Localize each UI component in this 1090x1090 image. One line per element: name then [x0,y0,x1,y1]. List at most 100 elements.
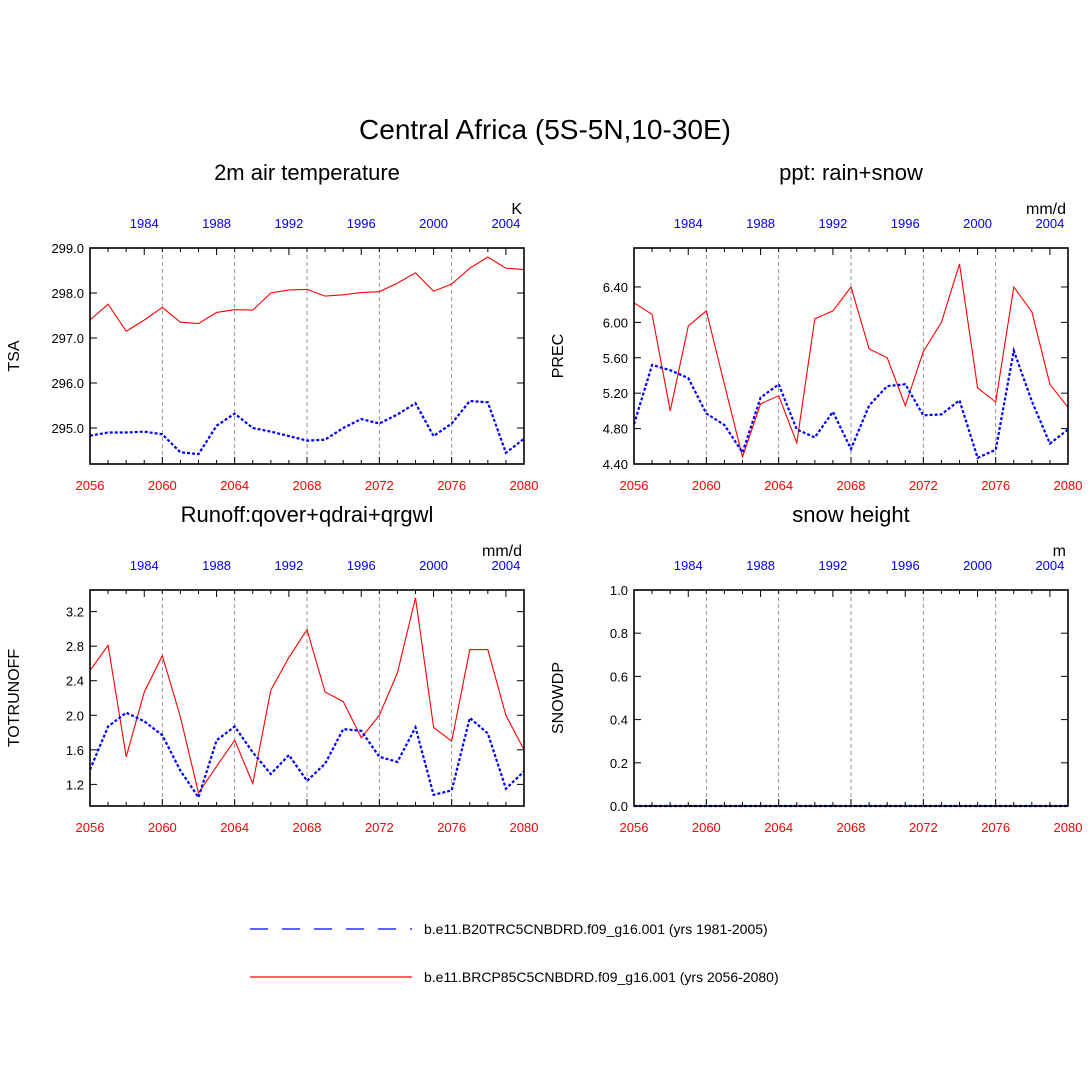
x-tick-label-top: 2004 [1035,558,1064,573]
x-tick-label-bottom: 2072 [909,478,938,493]
y-tick-label: 2.0 [66,708,84,723]
y-tick-label: 5.60 [603,351,628,366]
x-tick-label-bottom: 2076 [981,478,1010,493]
x-tick-label-bottom: 2060 [692,478,721,493]
x-tick-label-bottom: 2076 [437,478,466,493]
x-tick-label-bottom: 2056 [620,478,649,493]
y-tick-label: 3.2 [66,605,84,620]
x-tick-label-bottom: 2064 [764,478,793,493]
y-tick-label: 1.6 [66,743,84,758]
y-tick-label: 1.2 [66,777,84,792]
x-tick-label-bottom: 2056 [620,820,649,835]
y-tick-label: 1.0 [610,583,628,598]
x-tick-label-bottom: 2080 [1054,820,1083,835]
plot-frame [89,247,525,465]
x-tick-label-bottom: 2080 [1054,478,1083,493]
x-tick-label-bottom: 2068 [293,478,322,493]
x-tick-label-bottom: 2076 [437,820,466,835]
y-tick-label: 299.0 [51,241,84,256]
x-tick-label-top: 1996 [891,216,920,231]
x-tick-label-bottom: 2080 [510,820,539,835]
x-tick-label-top: 1996 [347,558,376,573]
x-tick-label-bottom: 2076 [981,820,1010,835]
y-tick-label: 0.2 [610,756,628,771]
x-tick-label-bottom: 2060 [692,820,721,835]
y-axis-label: TSA [6,340,23,371]
y-tick-label: 4.80 [603,422,628,437]
series-line-future [89,256,525,333]
y-tick-label: 5.20 [603,386,628,401]
panel-title: 2m air temperature [214,160,400,185]
x-tick-label-top: 2004 [491,216,520,231]
x-tick-label-bottom: 2068 [837,820,866,835]
units-label: mm/d [1026,201,1066,218]
plot-frame [633,247,1069,465]
x-tick-label-top: 1984 [674,216,703,231]
x-tick-label-bottom: 2080 [510,478,539,493]
y-tick-label: 298.0 [51,286,84,301]
x-tick-label-top: 2000 [963,216,992,231]
legend-historical-label: b.e11.B20TRC5CNBDRD.f09_g16.001 (yrs 198… [424,921,768,937]
x-tick-label-bottom: 2064 [220,478,249,493]
units-label: K [511,201,522,218]
x-tick-label-top: 2004 [1035,216,1064,231]
series-line-future [89,597,525,795]
y-axis-label: PREC [550,334,567,378]
x-tick-label-top: 2000 [419,558,448,573]
panel-title: ppt: rain+snow [779,160,923,185]
x-tick-label-bottom: 2060 [148,820,177,835]
x-tick-label-bottom: 2068 [837,478,866,493]
series-line-future [633,263,1069,459]
y-axis-label: SNOWDP [550,662,567,734]
x-tick-label-top: 1992 [818,216,847,231]
figure-title: Central Africa (5S-5N,10-30E) [359,114,731,145]
panel-snowdp: snow height m SNOWDP 2056 2060 2064 2068 2072 20… [550,502,1082,835]
y-axis-label: TOTRUNOFF [6,649,23,748]
panel-prec: ppt: rain+snow mm/d PREC 2056 2060 2064 2068 20… [550,160,1082,493]
panels: 2m air temperature K TSA 2056 2060 2064 2068 20… [6,160,1082,835]
x-tick-label-top: 1992 [818,558,847,573]
x-tick-label-bottom: 2072 [909,820,938,835]
x-tick-label-bottom: 2068 [293,820,322,835]
y-tick-label: 2.4 [66,674,84,689]
y-tick-label: 0.8 [610,626,628,641]
legend: b.e11.B20TRC5CNBDRD.f09_g16.001 (yrs 198… [250,921,779,985]
panel-title: Runoff:qover+qdrai+qrgwl [181,502,434,527]
x-tick-label-top: 1996 [347,216,376,231]
x-tick-label-top: 1988 [746,216,775,231]
x-tick-label-top: 1984 [130,558,159,573]
plot-frame [89,589,525,807]
x-tick-label-top: 2000 [963,558,992,573]
x-tick-label-top: 1992 [274,558,303,573]
y-tick-label: 297.0 [51,331,84,346]
x-tick-label-top: 1988 [202,216,231,231]
x-tick-label-top: 2004 [491,558,520,573]
units-label: m [1053,543,1066,560]
y-tick-label: 4.40 [603,457,628,472]
y-tick-label: 295.0 [51,421,84,436]
x-tick-label-bottom: 2056 [76,820,105,835]
y-tick-label: 6.40 [603,280,628,295]
x-tick-label-top: 1992 [274,216,303,231]
y-tick-label: 2.8 [66,639,84,654]
plot-frame [633,589,1069,807]
x-tick-label-top: 2000 [419,216,448,231]
y-tick-label: 0.6 [610,669,628,684]
x-tick-label-top: 1996 [891,558,920,573]
y-tick-label: 296.0 [51,376,84,391]
legend-future-label: b.e11.BRCP85C5CNBDRD.f09_g16.001 (yrs 20… [424,969,779,985]
x-tick-label-bottom: 2060 [148,478,177,493]
series-line-historical [632,346,1069,460]
units-label: mm/d [482,543,522,560]
y-tick-label: 6.00 [603,315,628,330]
x-tick-label-bottom: 2064 [220,820,249,835]
x-tick-label-top: 1988 [746,558,775,573]
x-tick-label-bottom: 2056 [76,478,105,493]
x-tick-label-top: 1984 [130,216,159,231]
x-tick-label-bottom: 2072 [365,820,394,835]
x-tick-label-top: 1988 [202,558,231,573]
panel-tsa: 2m air temperature K TSA 2056 2060 2064 2068 20… [6,160,538,493]
y-tick-label: 0.0 [610,799,628,814]
